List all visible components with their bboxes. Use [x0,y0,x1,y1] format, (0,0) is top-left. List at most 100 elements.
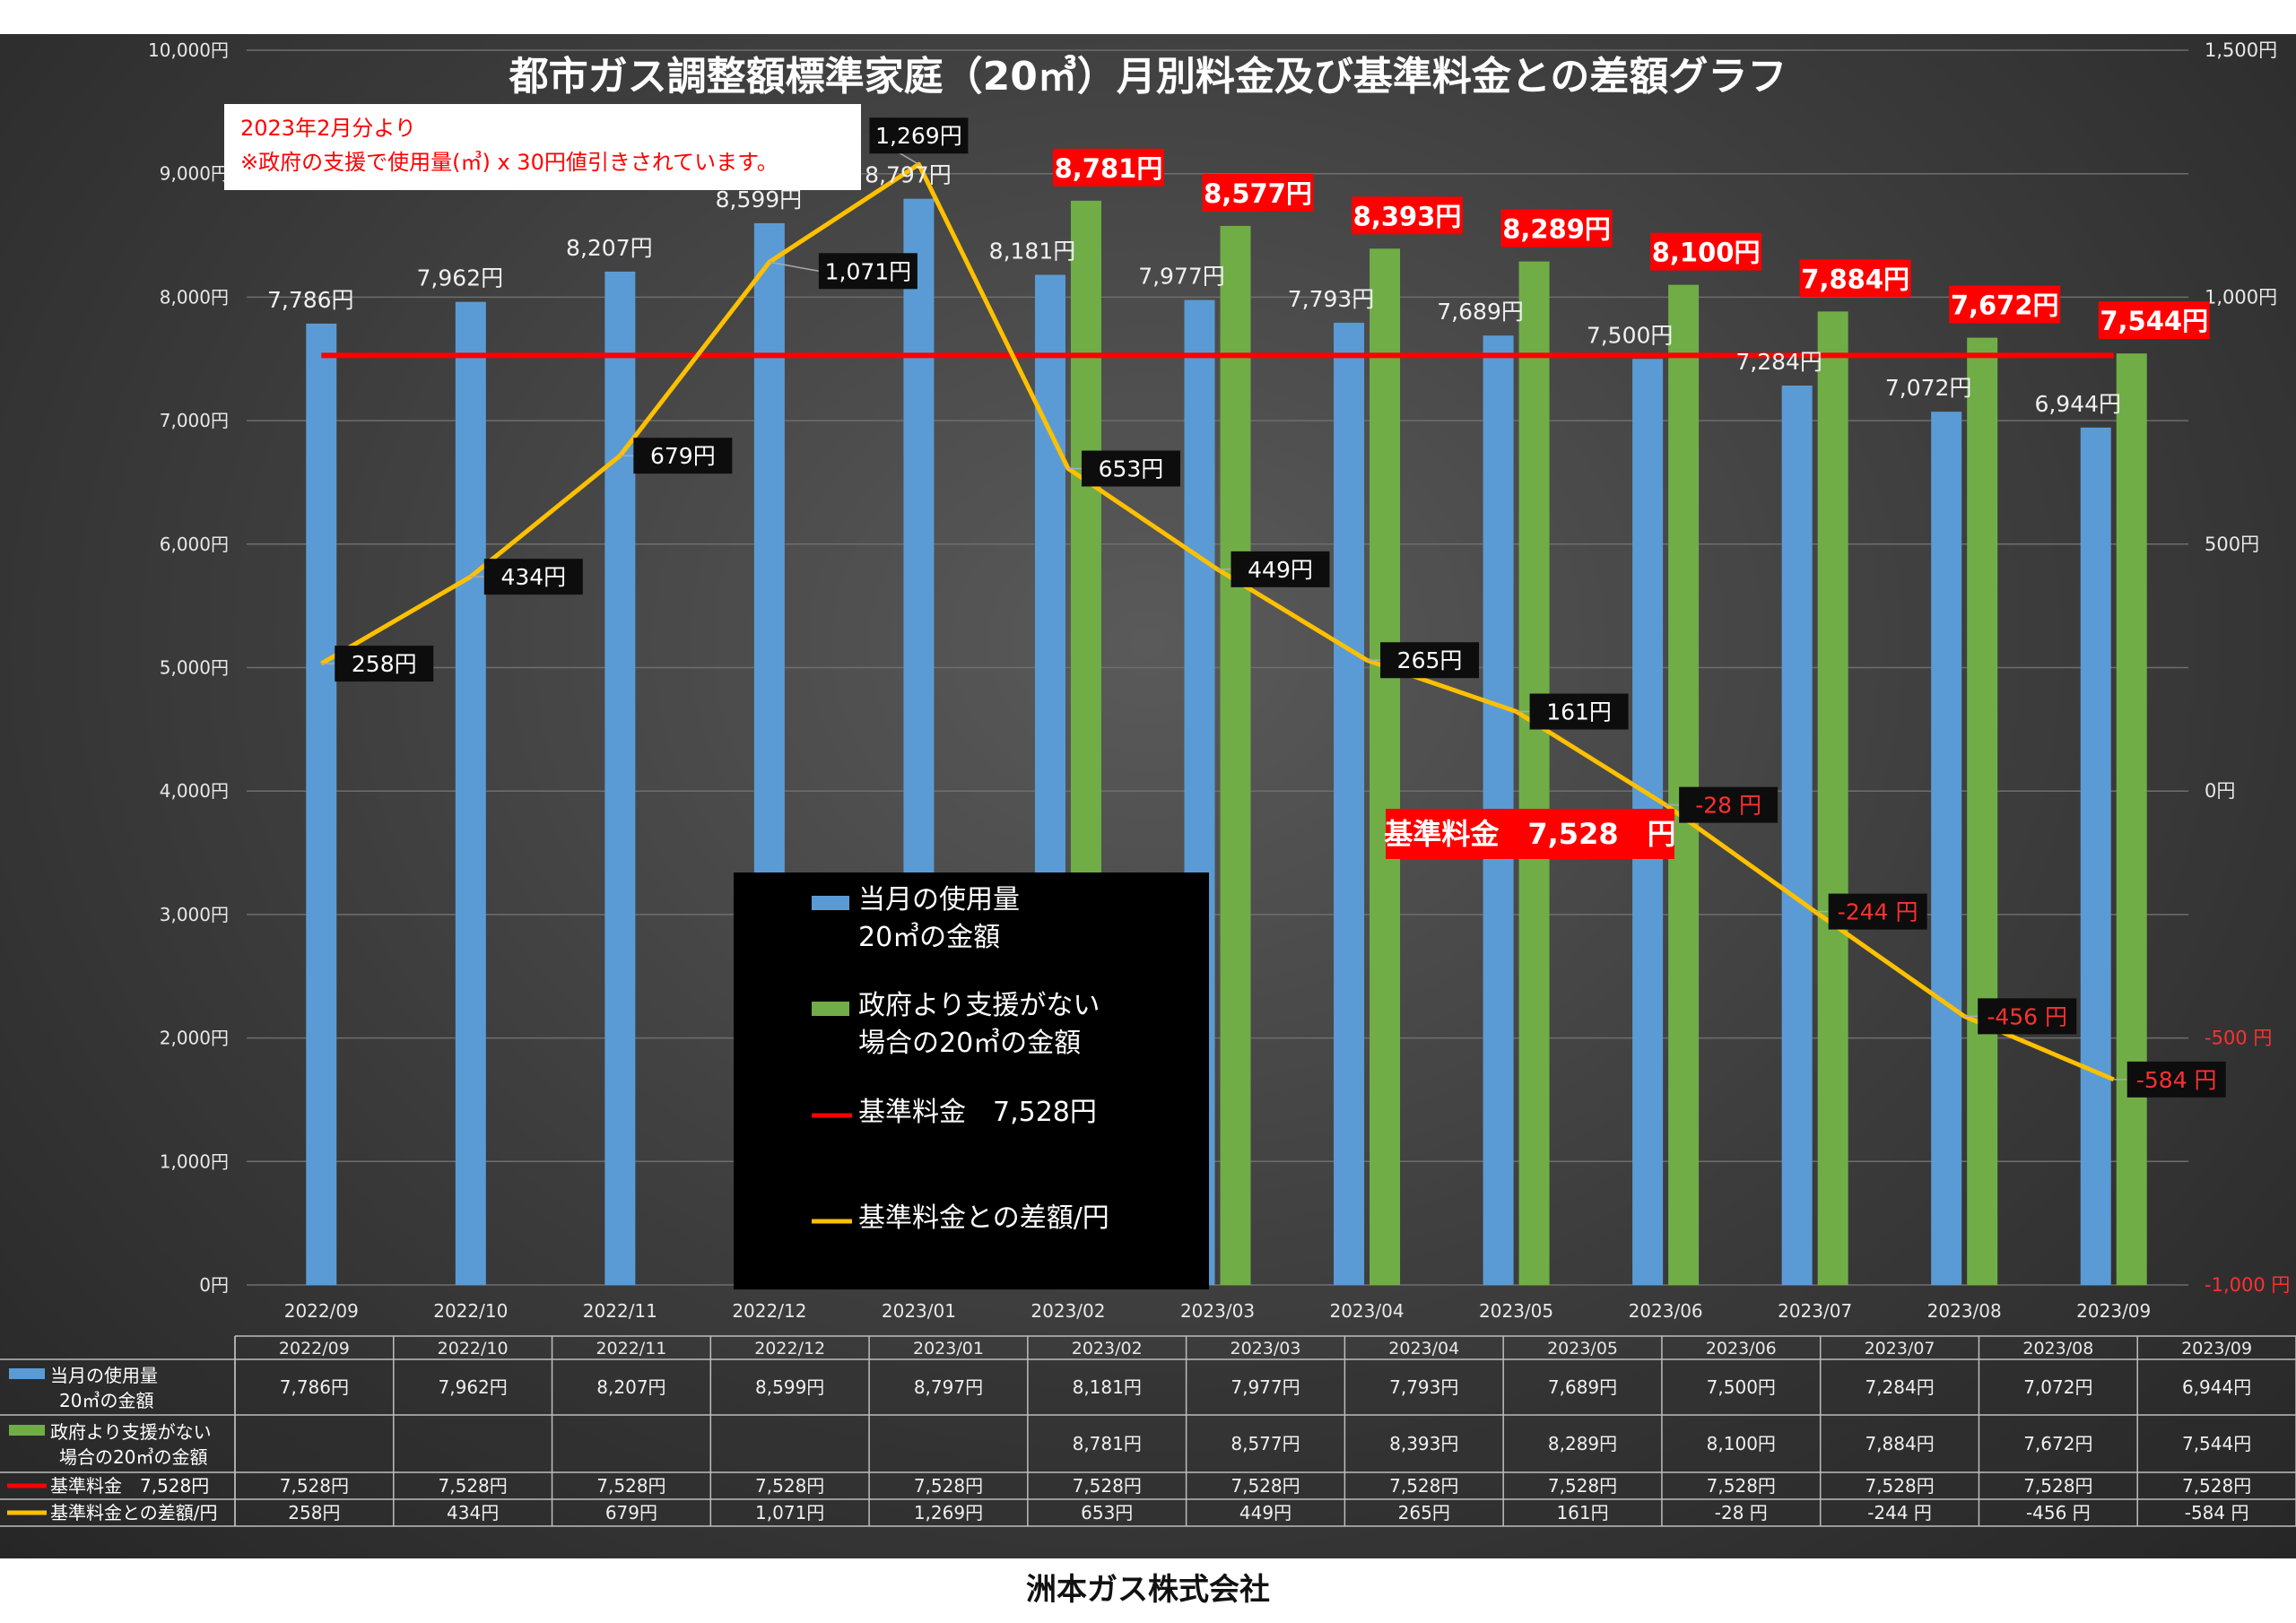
legend-label: 政府より支援がない [858,990,1100,1021]
usage-data-label: 7,793円 [1288,286,1375,312]
table-cell: 7,528円 [2182,1475,2251,1497]
table-cell: 7,528円 [1865,1475,1934,1497]
x-tick-label: 2023/02 [1031,1300,1105,1322]
table-header-cell: 2023/04 [1388,1339,1459,1358]
bar-usage [455,301,486,1286]
table-cell: 8,289円 [1548,1433,1617,1454]
table-header-cell: 2022/11 [596,1339,666,1358]
table-header-cell: 2023/08 [2022,1339,2093,1358]
bar-usage [1334,322,1365,1285]
bar-no-support [1518,261,1550,1285]
table-cell: 161円 [1556,1502,1608,1523]
y-tick-label: 4,000円 [160,780,229,802]
table-cell: 7,528円 [280,1475,349,1497]
diff-data-label: 265円 [1397,647,1463,673]
y2-tick-label: -1,000 円 [2205,1274,2290,1296]
table-cell: 7,528円 [755,1475,824,1497]
usage-data-label: 8,599円 [716,187,803,213]
table-legend-swatch [9,1368,45,1379]
x-tick-label: 2023/05 [1479,1300,1553,1322]
y-tick-label: 10,000円 [148,39,229,61]
y2-tick-label: 500円 [2205,534,2259,555]
table-cell: 8,100円 [1707,1433,1776,1454]
y-tick-label: 5,000円 [160,657,229,679]
diff-label-box [335,646,434,682]
x-tick-label: 2023/04 [1329,1300,1404,1322]
diff-data-label: -584 円 [2136,1067,2217,1093]
usage-data-label: 8,181円 [989,238,1076,264]
table-cell: -28 円 [1715,1502,1768,1523]
no-support-label-box [1500,209,1613,247]
usage-data-label: 6,944円 [2034,391,2121,417]
usage-data-label: 7,977円 [1138,264,1225,290]
no-support-data-label: 8,393円 [1353,201,1462,231]
table-cell: 7,689円 [1548,1376,1617,1398]
no-support-data-label: 7,884円 [1801,264,1909,294]
table-header-cell: 2022/10 [438,1339,509,1358]
diff-leader-line [769,261,820,273]
y2-tick-label: -500 円 [2205,1028,2272,1049]
table-cell: 7,786円 [280,1376,349,1398]
table-cell: 653円 [1081,1502,1133,1523]
y-tick-label: 3,000円 [160,904,229,925]
no-support-label-box [1949,285,2061,324]
legend-label: 当月の使用量 [858,884,1020,916]
table-cell: -584 円 [2185,1502,2249,1523]
usage-data-label: 7,689円 [1437,299,1524,325]
diff-label-box [2126,1061,2226,1098]
diff-label-box [1978,998,2077,1035]
diff-label-box [1529,693,1629,730]
note-line-2: ※政府の支援で使用量(㎥) x 30円値引きされています。 [240,150,778,175]
table-cell: 8,393円 [1389,1433,1458,1454]
legend-label: 場合の20㎥の金額 [858,1028,1081,1059]
table-cell: 8,181円 [1073,1376,1142,1398]
y-tick-label: 0円 [199,1274,229,1296]
diff-label-box [1828,893,1927,930]
y2-tick-label: 0円 [2205,780,2235,802]
table-cell: 258円 [288,1502,340,1523]
diff-data-label: -28 円 [1695,793,1761,819]
chart-area: 0円 1,000円 2,000円 3,000円 4,000円 5,000円 6,000円 7,… [0,34,2296,1558]
legend-swatch [812,1002,849,1016]
no-support-data-label: 8,289円 [1502,214,1611,245]
y-tick-label: 7,000円 [160,410,229,431]
bar-usage [1781,385,1813,1286]
diff-label-box [818,253,918,290]
usage-data-label: 8,797円 [865,162,952,188]
no-support-label-box [1352,196,1464,235]
bar-no-support [1967,337,1998,1285]
table-header-cell: 2023/09 [2181,1339,2252,1358]
company-footer: 洲本ガス株式会社 [1026,1572,1270,1608]
table-cell: 8,599円 [755,1376,824,1398]
diff-label-box [1380,642,1480,679]
diff-label-box [1231,551,1330,587]
table-cell: 7,500円 [1707,1376,1776,1398]
table-cell: 7,962円 [439,1376,508,1398]
no-support-data-label: 7,672円 [1951,291,2059,321]
bar-no-support [1370,248,1401,1285]
diff-label-box [633,438,733,474]
table-cell: 449円 [1239,1502,1292,1523]
bar-no-support [2116,353,2147,1286]
base-price-label: 基準料金 7,528 円 [1384,817,1675,851]
base-price-label-box [1386,809,1674,859]
table-cell: 7,884円 [1865,1433,1934,1454]
table-legend-label: 基準料金 7,528円 [50,1475,209,1497]
table-cell: 6,944円 [2182,1376,2251,1398]
table-header-cell: 2023/07 [1865,1339,1935,1358]
diff-label-box [1081,450,1180,487]
legend-label: 20㎥の金額 [858,922,1000,953]
table-cell: 7,072円 [2023,1376,2092,1398]
table-cell: 434円 [447,1502,499,1523]
bar-no-support [1668,284,1700,1285]
bar-usage [1931,412,1962,1285]
x-tick-label: 2022/12 [732,1300,806,1322]
table-legend-label: 政府より支援がない [50,1421,212,1443]
table-cell: -244 円 [1867,1502,1932,1523]
table-header-cell: 2023/03 [1231,1339,1301,1358]
legend-label: 基準料金との差額/円 [858,1202,1109,1234]
table-cell: 7,528円 [1231,1475,1300,1497]
legend-label: 基準料金 7,528円 [858,1097,1097,1128]
diff-data-label: -456 円 [1987,1003,2067,1029]
bar-usage [306,323,337,1285]
